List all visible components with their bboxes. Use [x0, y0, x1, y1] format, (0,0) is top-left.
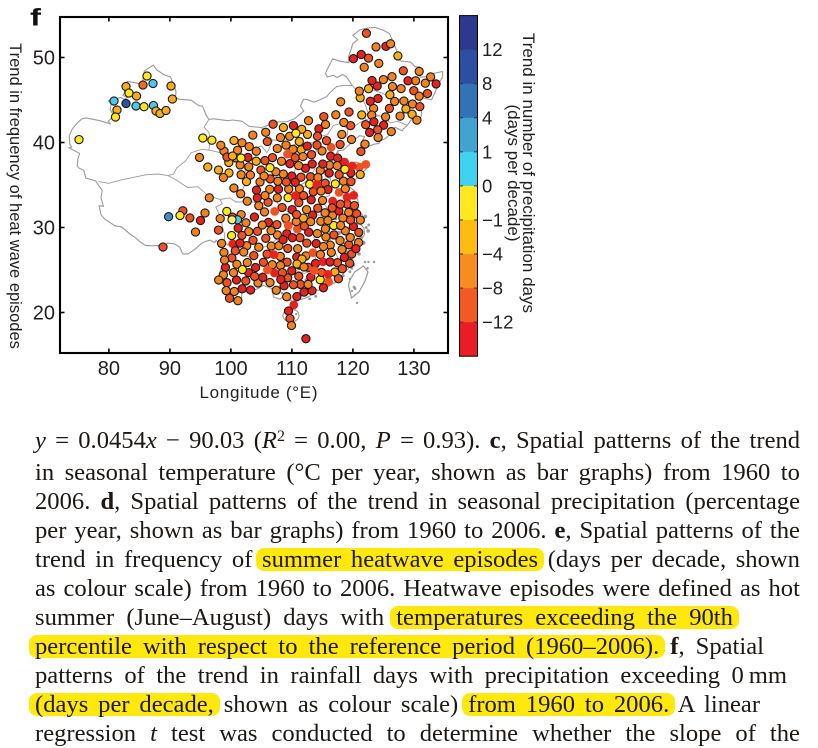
svg-text:−12: −12 [482, 312, 513, 333]
svg-text:120: 120 [336, 358, 369, 380]
svg-text:−1: −1 [482, 209, 503, 230]
svg-text:50: 50 [33, 48, 55, 70]
svg-text:(days per decade): (days per decade) [504, 104, 523, 241]
svg-text:80: 80 [98, 358, 120, 380]
svg-text:8: 8 [482, 73, 492, 94]
svg-text:130: 130 [397, 358, 430, 380]
svg-text:90: 90 [159, 358, 181, 380]
svg-text:20: 20 [33, 303, 55, 325]
svg-text:f: f [30, 5, 42, 32]
svg-text:12: 12 [482, 39, 503, 60]
svg-text:−4: −4 [482, 244, 503, 265]
svg-text:0: 0 [482, 175, 492, 196]
svg-text:40: 40 [33, 133, 55, 155]
svg-text:1: 1 [482, 141, 492, 162]
svg-text:30: 30 [33, 218, 55, 240]
svg-text:100: 100 [214, 358, 247, 380]
svg-text:−8: −8 [482, 278, 503, 299]
svg-text:Trend in number of precipitati: Trend in number of precipitation days [519, 33, 538, 313]
svg-text:4: 4 [482, 107, 492, 128]
svg-text:Longitude (°E): Longitude (°E) [200, 383, 318, 402]
svg-text:Trend in frequency of heat wav: Trend in frequency of heat wave episodes [6, 43, 24, 349]
svg-text:110: 110 [276, 358, 308, 380]
